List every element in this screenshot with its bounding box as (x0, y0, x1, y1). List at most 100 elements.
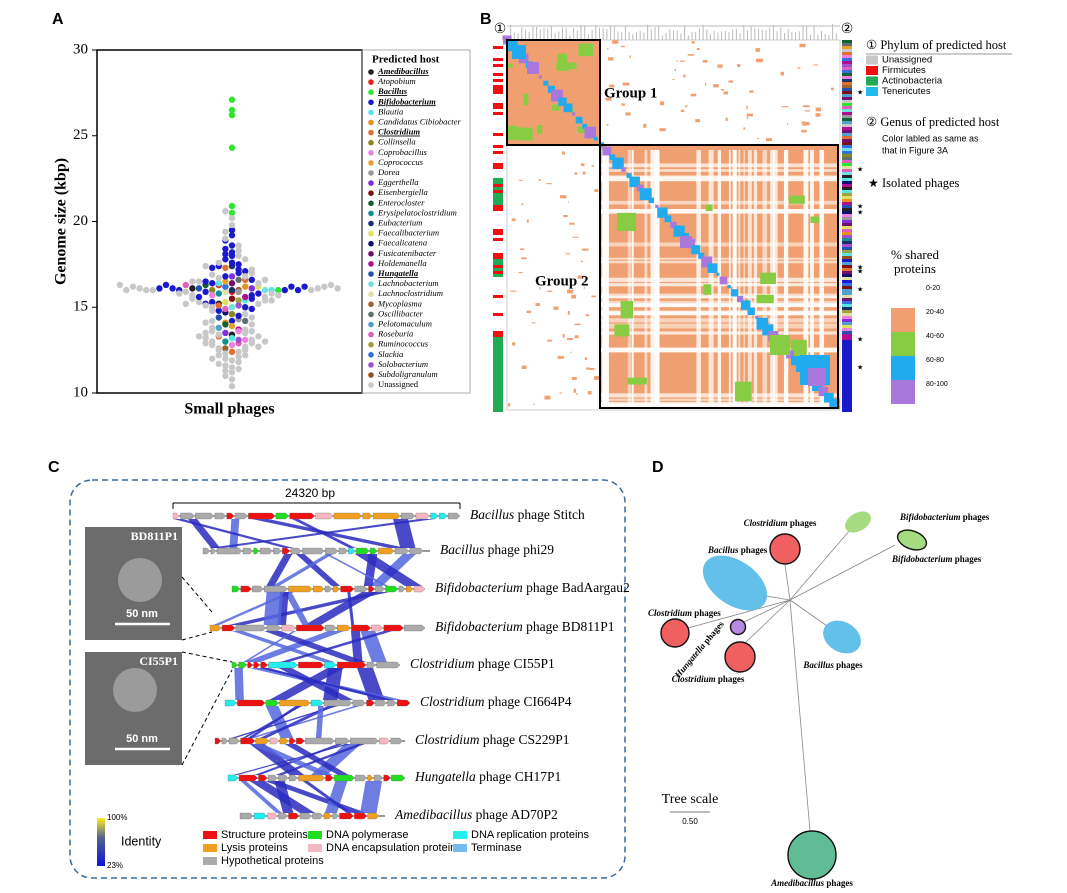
data-point (222, 278, 229, 285)
legend-swatch (368, 200, 374, 207)
genus-bar (842, 187, 852, 190)
phylum-bar (493, 190, 503, 193)
genus-bar (842, 73, 852, 76)
cells (600, 277, 838, 283)
genus-bar (842, 103, 852, 106)
legend-swatch (368, 352, 374, 358)
genus-bar (842, 100, 852, 103)
cells (790, 339, 807, 359)
legend-swatch (891, 356, 915, 380)
gene-arrow (288, 585, 313, 593)
data-point (268, 297, 275, 304)
cells (664, 215, 672, 223)
data-point (242, 283, 249, 290)
genus-bar (842, 139, 852, 142)
zoom-line (181, 651, 233, 663)
clade (896, 529, 928, 551)
gene-arrow (253, 547, 260, 555)
phylum-bar (493, 43, 503, 46)
data-point (215, 324, 222, 332)
cells (786, 350, 794, 359)
star-mark: ★ (857, 286, 863, 294)
homology-link (244, 631, 345, 662)
data-point (176, 290, 183, 297)
cells (575, 116, 583, 124)
legend-label: Roseburia (377, 329, 413, 339)
genus-bar (842, 277, 852, 280)
cells (680, 60, 685, 62)
phylum-bar (493, 82, 503, 85)
phylum-bar (493, 79, 503, 82)
genus-bar (842, 307, 852, 310)
genus-bar (842, 409, 852, 412)
phylum-bar (493, 250, 503, 253)
data-point (182, 288, 189, 296)
legend-swatch (453, 831, 467, 839)
genus-bar (842, 76, 852, 79)
genus-bar (842, 109, 852, 112)
identity-max: 100% (107, 813, 127, 822)
phylum-bar (493, 139, 503, 142)
data-point (248, 314, 255, 321)
legend-label: Isolated phages (882, 176, 960, 190)
cells (749, 90, 754, 93)
legend-label: Fusicatenibacter (377, 248, 437, 258)
gene-arrow (281, 624, 296, 632)
data-point (235, 353, 242, 361)
phylum-bar (493, 97, 503, 100)
cells (704, 83, 707, 86)
data-point (228, 369, 236, 376)
cells (552, 104, 560, 111)
cells (600, 318, 838, 323)
gene-arrow (448, 512, 461, 520)
data-point (255, 333, 262, 340)
genus-bar (842, 157, 852, 160)
data-point (215, 280, 222, 287)
legend-label: Eggerthella (377, 177, 419, 187)
star-mark: ★ (857, 336, 863, 344)
genus-bar (842, 283, 852, 286)
cells (580, 163, 585, 167)
cells (743, 150, 746, 405)
phylum-bar (493, 94, 503, 97)
cells (643, 123, 647, 128)
genus-bar (842, 118, 852, 121)
legend-swatch (368, 119, 374, 126)
homology-link (173, 519, 294, 548)
data-point (228, 304, 236, 311)
genus-bar (842, 286, 852, 289)
cells (625, 112, 631, 116)
genus-bar (842, 253, 852, 256)
legend-swatch (203, 857, 217, 865)
data-point (215, 352, 222, 359)
legend-label: Amedibacillus (377, 66, 429, 76)
data-point (248, 266, 255, 273)
homology-link (269, 668, 345, 700)
phylum-bar (493, 340, 503, 343)
phylum-bar (493, 217, 503, 220)
phylum-bar (493, 193, 503, 196)
gene-arrow (391, 774, 406, 782)
group-label: Group 1 (604, 85, 658, 101)
gene-arrow (409, 547, 424, 555)
genus-bar (842, 208, 852, 211)
phylum-bar (493, 160, 503, 163)
data-point (162, 281, 170, 289)
cells (600, 293, 838, 299)
genus-bar (842, 316, 852, 319)
data-point (255, 300, 262, 308)
phylum-bar (493, 205, 503, 208)
legend-swatch (866, 76, 878, 86)
phylum-bar (493, 355, 503, 358)
data-point (222, 329, 229, 337)
data-point (228, 232, 236, 239)
genus-bar (842, 163, 852, 166)
homology-link (266, 554, 293, 586)
legend-label: Ruminococcus (377, 339, 429, 349)
legend-swatch (308, 844, 322, 852)
phylum-bar (493, 349, 503, 352)
data-point (235, 242, 242, 249)
legend-swatch (368, 89, 374, 95)
genus-bar (842, 292, 852, 295)
data-point (242, 326, 249, 333)
